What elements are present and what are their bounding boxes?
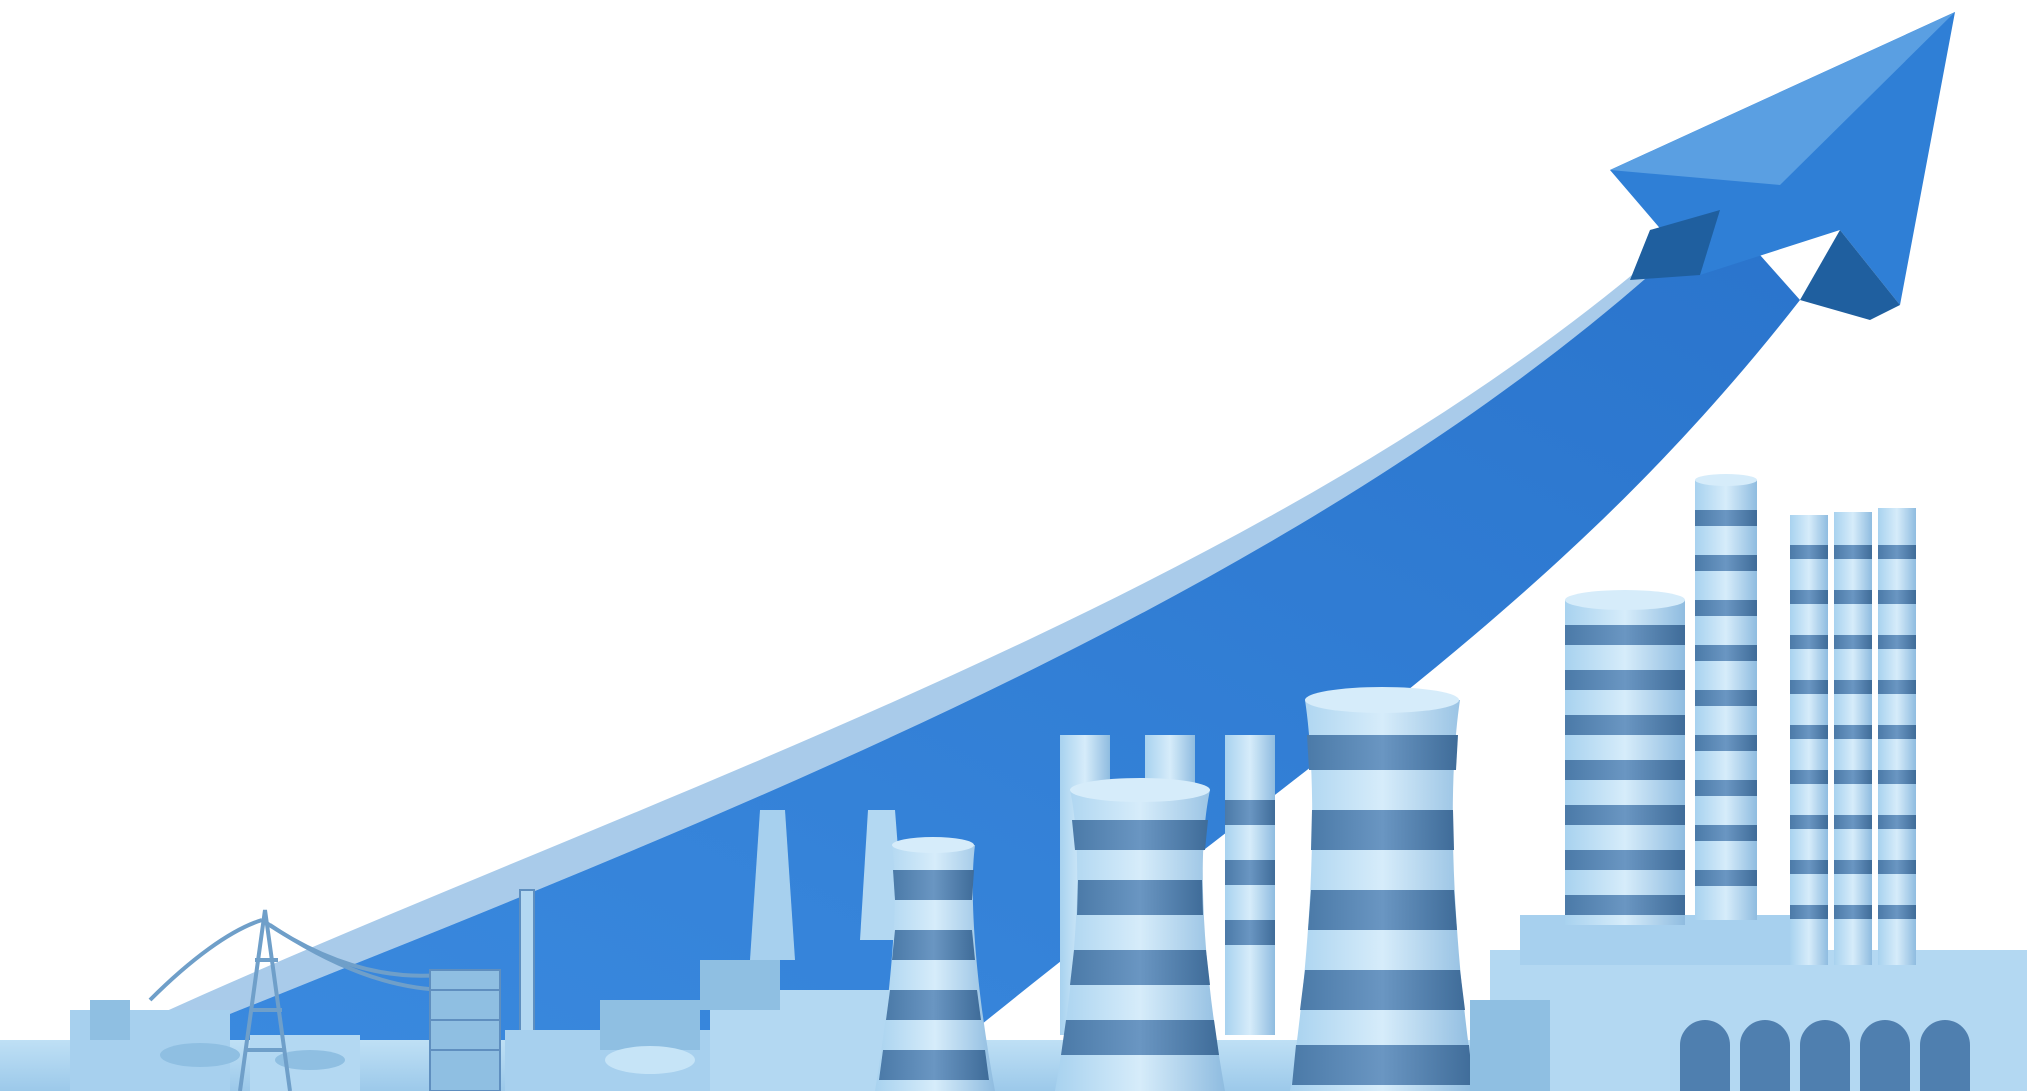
arrow-head-shadow xyxy=(1800,230,1900,320)
cooling-tower-1 xyxy=(875,837,995,1091)
chimney-group-right xyxy=(1790,508,1916,965)
arrow-head-top xyxy=(1610,12,1955,185)
mid-buildings xyxy=(505,960,890,1091)
arrow-head-underside xyxy=(1630,210,1720,280)
cooling-tower-3 xyxy=(1290,687,1475,1091)
power-tower xyxy=(148,909,451,1091)
left-plant xyxy=(70,1000,360,1091)
tapered-chimneys xyxy=(750,810,905,960)
striped-chimney-tall xyxy=(1695,474,1757,920)
striped-tower-wide xyxy=(1565,590,1685,925)
base-vents xyxy=(1680,1020,1970,1091)
cooling-tower-2 xyxy=(1055,778,1225,1091)
